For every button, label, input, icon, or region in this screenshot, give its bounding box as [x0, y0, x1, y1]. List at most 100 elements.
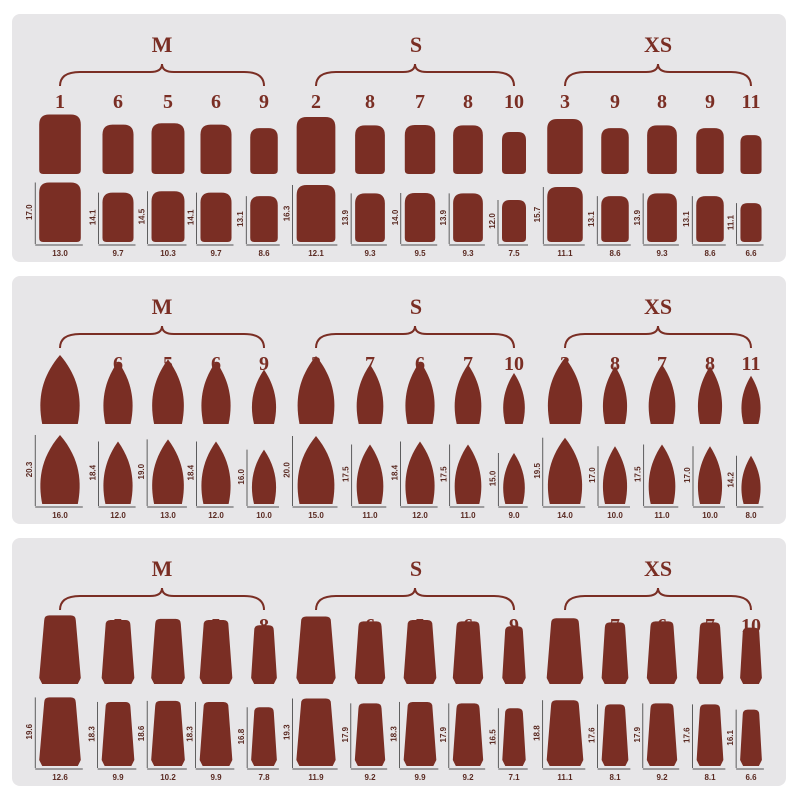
width-label: 13.0: [160, 511, 176, 520]
nail-number: 10: [504, 353, 524, 375]
nail: [296, 616, 336, 684]
nail: [696, 196, 724, 242]
nail: [103, 361, 133, 424]
height-label: 18.8: [533, 725, 542, 741]
width-label: 12.0: [208, 511, 224, 520]
width-label: 9.5: [414, 249, 426, 258]
width-label: 9.3: [656, 249, 668, 258]
nail: [103, 441, 133, 504]
nail: [403, 701, 437, 766]
width-label: 13.0: [52, 249, 68, 258]
height-label: 17.5: [342, 466, 351, 482]
width-label: 9.3: [364, 249, 376, 258]
width-label: 9.2: [462, 773, 474, 782]
width-label: 11.9: [308, 773, 324, 782]
height-label: 17.6: [683, 727, 692, 743]
nail: [39, 615, 81, 684]
brace: [564, 587, 752, 611]
nail-number: 2: [311, 91, 321, 113]
nail: [200, 192, 232, 242]
nail: [741, 375, 761, 424]
nail-number: 9: [705, 91, 715, 113]
height-label: 19.6: [25, 723, 34, 739]
nail: [696, 128, 724, 174]
nail: [403, 619, 437, 684]
nail: [602, 446, 628, 504]
nail-number: 11: [742, 91, 761, 113]
brace: [59, 325, 265, 349]
size-label: S: [410, 556, 422, 581]
nail: [503, 453, 525, 504]
nail: [547, 437, 583, 504]
nail: [740, 203, 762, 242]
width-label: 7.1: [508, 773, 520, 782]
width-label: 8.6: [258, 249, 270, 258]
nail-number: 9: [259, 91, 269, 113]
nail: [502, 708, 526, 766]
nail: [405, 441, 435, 504]
height-label: 15.0: [488, 470, 497, 486]
brace: [59, 63, 265, 87]
nail: [546, 700, 584, 766]
height-label: 18.4: [390, 464, 399, 480]
brace: [315, 63, 515, 87]
nail: [601, 704, 629, 766]
nail: [297, 356, 335, 424]
nail: [355, 193, 385, 242]
height-label: 17.9: [439, 726, 448, 742]
nail: [503, 373, 525, 424]
width-label: 8.1: [609, 773, 621, 782]
nail: [355, 125, 385, 174]
width-label: 6.6: [745, 773, 757, 782]
size-label: XS: [644, 294, 672, 319]
nail: [251, 369, 277, 424]
nail: [696, 704, 724, 766]
nail: [199, 701, 233, 766]
width-label: 9.7: [112, 249, 124, 258]
nail: [101, 619, 135, 684]
width-label: 10.0: [607, 511, 623, 520]
height-label: 13.1: [682, 211, 691, 227]
nail: [251, 707, 277, 766]
nail: [39, 114, 81, 174]
nail: [546, 618, 584, 684]
nail: [502, 132, 526, 174]
width-label: 9.0: [508, 511, 520, 520]
size-label: XS: [644, 556, 672, 581]
nail: [740, 135, 762, 174]
nail-number: 9: [610, 91, 620, 113]
nail-number: 8: [657, 91, 667, 113]
nail: [297, 436, 335, 504]
nail: [356, 444, 384, 504]
height-label: 18.4: [88, 464, 97, 480]
width-label: 12.6: [52, 773, 68, 782]
height-label: 13.9: [341, 209, 350, 225]
height-label: 17.0: [588, 467, 597, 483]
nail: [547, 357, 583, 424]
width-label: 12.1: [308, 249, 324, 258]
height-label: 16.5: [488, 729, 497, 745]
height-label: 19.0: [137, 463, 146, 479]
width-label: 11.0: [362, 511, 378, 520]
nail: [647, 193, 677, 242]
nail: [102, 124, 134, 174]
size-label: XS: [644, 32, 672, 57]
nail: [199, 619, 233, 684]
nail: [740, 709, 762, 766]
height-label: 20.0: [283, 462, 292, 478]
width-label: 11.0: [654, 511, 670, 520]
height-label: 13.9: [439, 209, 448, 225]
height-label: 18.3: [186, 726, 195, 742]
height-label: 14.1: [186, 209, 195, 225]
height-label: 12.0: [488, 213, 497, 229]
height-label: 19.5: [533, 463, 542, 479]
width-label: 6.6: [745, 249, 757, 258]
nail: [646, 621, 678, 684]
brace: [59, 587, 265, 611]
width-label: 8.0: [745, 511, 757, 520]
width-label: 10.2: [160, 773, 176, 782]
nail: [647, 125, 677, 174]
width-label: 11.1: [557, 249, 573, 258]
width-label: 9.2: [656, 773, 668, 782]
